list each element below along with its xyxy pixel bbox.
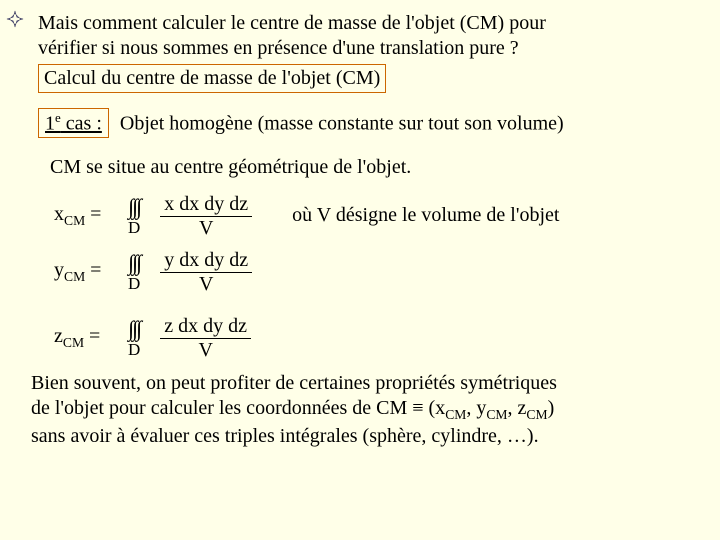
- integral-y-symbol: ∫∫∫: [128, 252, 140, 274]
- footer-sub-y: CM: [486, 407, 507, 422]
- case-prefix: 1: [45, 113, 55, 135]
- x-var: x: [54, 203, 64, 225]
- integral-x: ∫∫∫ D: [128, 196, 140, 236]
- footer-sub-z: CM: [526, 407, 547, 422]
- y-sub: CM: [64, 269, 85, 284]
- fleur-bullet-icon: [6, 10, 24, 28]
- case-row: 1e cas : Objet homogène (masse constante…: [38, 108, 700, 138]
- z-eq: =: [84, 325, 100, 347]
- fraction-y: y dx dy dz V: [160, 249, 252, 295]
- formula-y-lhs: yCM =: [54, 259, 128, 285]
- formula-x-row: xCM = ∫∫∫ D x dx dy dz V où V désigne le…: [54, 193, 700, 239]
- integral-z-domain: D: [128, 341, 140, 358]
- case-suffix: cas :: [61, 113, 102, 135]
- footer-paragraph: Bien souvent, on peut profiter de certai…: [31, 371, 700, 449]
- numerator-x: x dx dy dz: [160, 193, 252, 217]
- formula-z-row: zCM = ∫∫∫ D z dx dy dz V: [54, 315, 700, 361]
- intro-line1: Mais comment calculer le centre de masse…: [38, 12, 546, 34]
- z-sub: CM: [63, 335, 84, 350]
- integral-x-domain: D: [128, 219, 140, 236]
- case-desc: Objet homogène (masse constante sur tout…: [120, 113, 564, 135]
- numerator-z: z dx dy dz: [160, 315, 251, 339]
- footer-l2c: , z: [508, 397, 527, 419]
- y-eq: =: [85, 259, 101, 281]
- denominator-x: V: [199, 217, 213, 239]
- fraction-z: z dx dy dz V: [160, 315, 251, 361]
- formula-z-lhs: zCM =: [54, 325, 128, 351]
- footer-sub-x: CM: [445, 407, 466, 422]
- y-var: y: [54, 259, 64, 281]
- formula-y-row: yCM = ∫∫∫ D y dx dy dz V: [54, 249, 700, 295]
- numerator-y: y dx dy dz: [160, 249, 252, 273]
- fraction-x: x dx dy dz V: [160, 193, 252, 239]
- formula-x-lhs: xCM =: [54, 203, 128, 229]
- intro-line2: vérifier si nous sommes en présence d'un…: [38, 37, 519, 59]
- footer-l2a: de l'objet pour calculer les coordonnées…: [31, 397, 445, 419]
- case-label-box: 1e cas :: [38, 108, 109, 138]
- footer-l2d: ): [548, 397, 555, 419]
- denominator-z: V: [198, 339, 212, 361]
- integral-x-symbol: ∫∫∫: [128, 196, 140, 218]
- cm-geometric-line: CM se situe au centre géométrique de l'o…: [50, 156, 700, 179]
- footer-l3: sans avoir à évaluer ces triples intégra…: [31, 425, 539, 447]
- integral-y-domain: D: [128, 275, 140, 292]
- x-eq: =: [85, 203, 101, 225]
- volume-note: où V désigne le volume de l'objet: [292, 204, 559, 227]
- footer-l2b: , y: [466, 397, 486, 419]
- integral-z: ∫∫∫ D: [128, 318, 140, 358]
- integral-y: ∫∫∫ D: [128, 252, 140, 292]
- integral-z-symbol: ∫∫∫: [128, 318, 140, 340]
- boxed-title: Calcul du centre de masse de l'objet (CM…: [38, 64, 386, 93]
- z-var: z: [54, 325, 63, 347]
- formula-block: xCM = ∫∫∫ D x dx dy dz V où V désigne le…: [54, 193, 700, 361]
- x-sub: CM: [64, 213, 85, 228]
- denominator-y: V: [199, 273, 213, 295]
- intro-paragraph: Mais comment calculer le centre de masse…: [38, 11, 700, 93]
- footer-l1: Bien souvent, on peut profiter de certai…: [31, 372, 557, 394]
